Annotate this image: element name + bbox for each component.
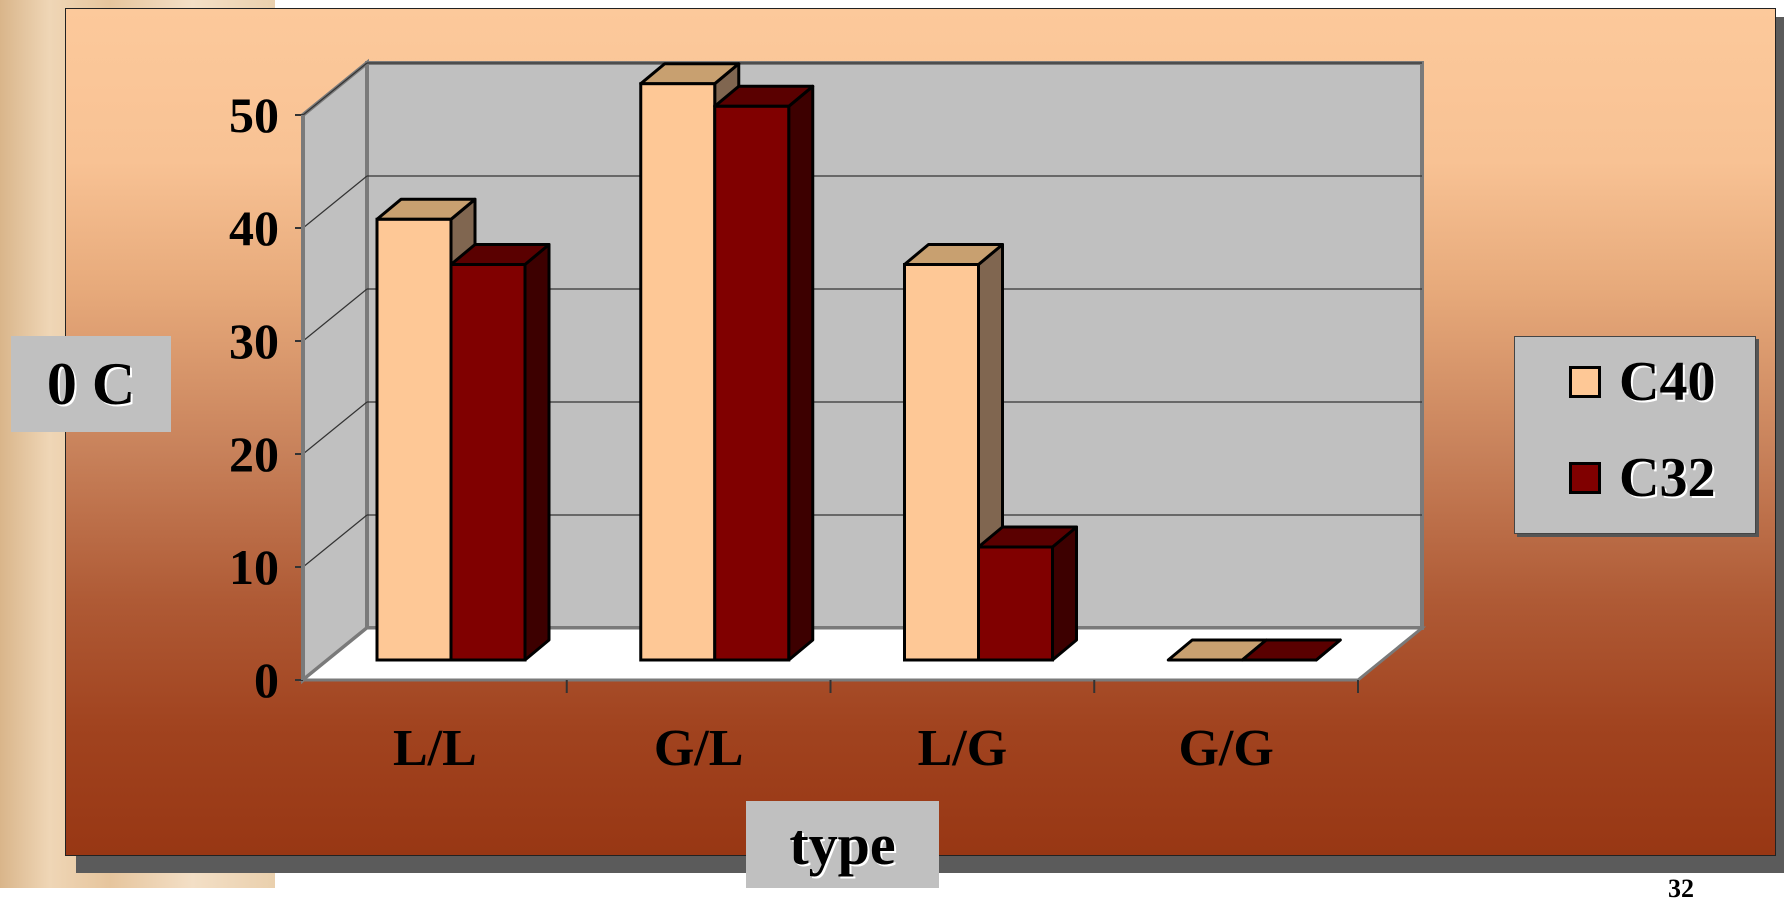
side-wall — [301, 58, 369, 685]
x-category-label: L/G — [918, 720, 1008, 777]
legend-label-c40: C40 — [1619, 351, 1716, 413]
bar — [903, 243, 1004, 662]
gridline-side — [302, 514, 368, 568]
chart-axis — [295, 114, 1359, 693]
gridline-side — [302, 401, 368, 455]
x-category-label: G/L — [654, 720, 744, 777]
y-tick-label: 50 — [229, 87, 279, 143]
x-category-labels: L/L G/L L/G G/G — [393, 720, 1274, 777]
bar — [449, 243, 551, 662]
legend-item-c32: C32 — [1569, 447, 1715, 509]
x-category-label: G/G — [1178, 720, 1273, 777]
bar-front — [449, 263, 527, 662]
y-tick-label: 30 — [229, 313, 279, 369]
bar-side — [787, 84, 815, 662]
bar — [713, 84, 815, 662]
page-number: 32 — [1668, 874, 1694, 903]
y-axis-title: 0 C — [11, 336, 171, 432]
bar-side — [1051, 525, 1078, 662]
y-tick-label: 10 — [229, 539, 279, 595]
bar — [977, 525, 1078, 662]
x-category-label: L/L — [393, 720, 477, 777]
gridline-side — [302, 62, 368, 116]
legend-label-c32: C32 — [1619, 447, 1716, 509]
y-tick-label: 20 — [229, 426, 279, 482]
bar — [1240, 638, 1342, 662]
legend-swatch-c40 — [1569, 366, 1601, 398]
bar-front — [713, 104, 791, 662]
gridline-side — [302, 288, 368, 342]
gridline-side — [302, 175, 368, 229]
bar-front — [903, 263, 980, 662]
chart-legend: C40 C32 — [1514, 336, 1756, 534]
chart-bars — [375, 62, 1342, 662]
bar-front — [639, 82, 717, 662]
y-tick-labels: 0 10 20 30 40 50 — [229, 87, 279, 708]
bar-top — [1240, 638, 1342, 662]
bar-front — [977, 545, 1054, 662]
bar-side — [523, 243, 551, 662]
legend-swatch-c32 — [1569, 462, 1601, 494]
y-tick-label: 0 — [254, 652, 279, 708]
legend-item-c40: C40 — [1569, 351, 1715, 413]
x-axis-title: type — [746, 801, 939, 888]
y-tick-label: 40 — [229, 200, 279, 256]
bar-front — [375, 217, 453, 662]
